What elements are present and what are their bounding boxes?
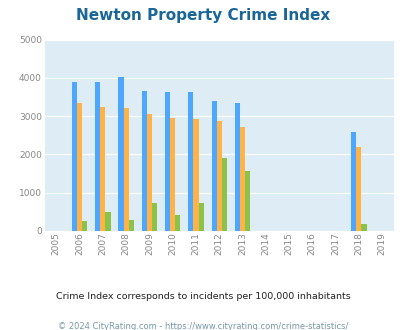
- Bar: [151, 203, 157, 231]
- Bar: [72, 82, 77, 231]
- Bar: [350, 132, 356, 231]
- Bar: [188, 92, 193, 231]
- Bar: [360, 224, 366, 231]
- Bar: [239, 127, 245, 231]
- Bar: [128, 220, 134, 231]
- Bar: [100, 107, 105, 231]
- Bar: [147, 114, 151, 231]
- Bar: [118, 77, 123, 231]
- Bar: [175, 215, 180, 231]
- Bar: [216, 121, 221, 231]
- Bar: [141, 91, 147, 231]
- Bar: [198, 203, 203, 231]
- Bar: [105, 212, 110, 231]
- Text: Crime Index corresponds to incidents per 100,000 inhabitants: Crime Index corresponds to incidents per…: [55, 292, 350, 301]
- Bar: [211, 101, 216, 231]
- Text: Newton Property Crime Index: Newton Property Crime Index: [76, 8, 329, 23]
- Bar: [245, 171, 249, 231]
- Bar: [77, 103, 82, 231]
- Bar: [82, 221, 87, 231]
- Bar: [221, 158, 226, 231]
- Text: © 2024 CityRating.com - https://www.cityrating.com/crime-statistics/: © 2024 CityRating.com - https://www.city…: [58, 322, 347, 330]
- Bar: [95, 82, 100, 231]
- Bar: [123, 108, 128, 231]
- Bar: [164, 92, 170, 231]
- Bar: [234, 103, 239, 231]
- Bar: [170, 118, 175, 231]
- Bar: [193, 119, 198, 231]
- Bar: [356, 147, 360, 231]
